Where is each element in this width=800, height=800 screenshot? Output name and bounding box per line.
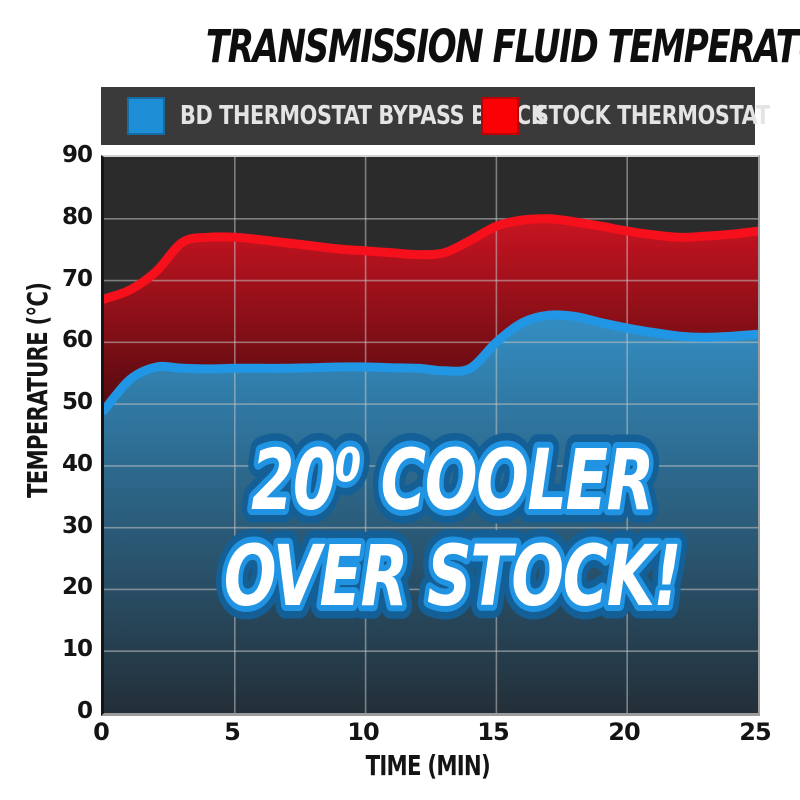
page-title: TRANSMISSION FLUID TEMPERATURE	[101, 20, 800, 73]
y-tick-label: 10	[61, 636, 93, 662]
y-tick-label: 60	[61, 327, 93, 353]
plot-area: 20⁰ COOLER OVER STOCK! 20⁰ COOLER OVER S…	[101, 155, 760, 716]
y-tick-label: 70	[61, 266, 93, 292]
x-tick-label: 15	[477, 718, 509, 746]
legend-item-stock: STOCK THERMOSTAT	[481, 87, 800, 145]
page-title-text: TRANSMISSION FLUID TEMPERATURE	[205, 20, 800, 73]
bd-series-swatch-icon	[127, 97, 165, 135]
y-tick-label: 0	[76, 698, 93, 724]
bd-line	[104, 310, 758, 415]
x-axis-title-text: TIME (MIN)	[365, 749, 491, 782]
overlay-text: 20⁰ COOLER OVER STOCK! 20⁰ COOLER OVER S…	[212, 420, 693, 637]
y-tick-label: 50	[61, 389, 93, 415]
y-tick-label: 20	[61, 574, 93, 600]
legend: BD THERMOSTAT BYPASS BLOCK STOCK THERMOS…	[101, 87, 770, 145]
y-axis-title: TEMPERATURE (°C)	[16, 140, 60, 640]
x-tick-label: 20	[608, 718, 640, 746]
x-tick-label: 5	[224, 718, 241, 746]
y-tick-label: 40	[61, 451, 93, 477]
overlay-line1: 20⁰ COOLER	[251, 432, 653, 530]
overlay-line1-halo: 20⁰ COOLER	[251, 432, 653, 530]
y-axis-title-text: TEMPERATURE (°C)	[21, 282, 54, 498]
chart-svg: 20⁰ COOLER OVER STOCK! 20⁰ COOLER OVER S…	[104, 157, 758, 713]
bd-area	[104, 314, 758, 713]
y-tick-label: 90	[61, 142, 93, 168]
stock-series-swatch-icon	[481, 97, 519, 135]
stock-line	[104, 214, 758, 304]
overlay-line2: OVER STOCK!	[224, 528, 680, 626]
x-tick-label: 25	[739, 718, 771, 746]
x-tick-label: 0	[93, 718, 110, 746]
x-axis-title: TIME (MIN)	[101, 749, 755, 782]
y-tick-label: 80	[61, 204, 93, 230]
y-tick-label: 30	[61, 513, 93, 539]
legend-label-stock: STOCK THERMOSTAT	[534, 101, 770, 131]
x-tick-label: 10	[347, 718, 379, 746]
overlay-line2-halo: OVER STOCK!	[224, 528, 680, 626]
